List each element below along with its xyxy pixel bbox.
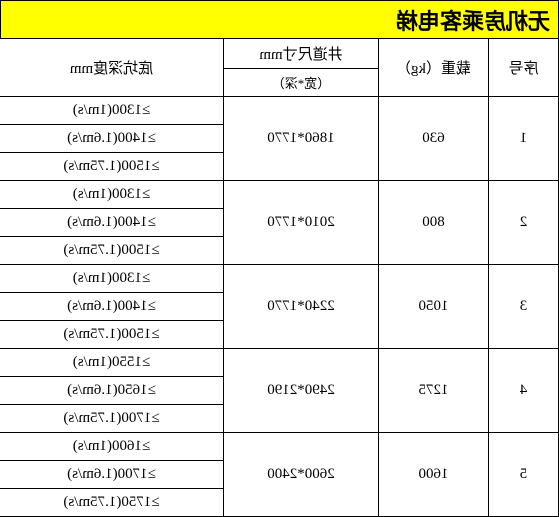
header-seq: 序号 (489, 39, 559, 97)
title-text: 无机房乘客电梯 (396, 4, 550, 36)
cell-dim: 2490*2190 (224, 349, 379, 433)
cell-seq: 4 (489, 349, 559, 433)
table-row: 5 1600 2600*2400 ≥1600(1m/s) (0, 433, 559, 461)
page-title: 无机房乘客电梯 (0, 0, 559, 38)
table-row: 4 1275 2490*2190 ≥1550(1m/s) (0, 349, 559, 377)
cell-pit: ≥1300(1m/s) (0, 97, 224, 125)
cell-seq: 2 (489, 181, 559, 265)
header-dim-sub: （宽*深） (224, 69, 379, 97)
cell-pit: ≥1550(1m/s) (0, 349, 224, 377)
cell-pit: ≥1500(1.75m/s) (0, 321, 224, 349)
cell-pit: ≥1400(1.6m/s) (0, 209, 224, 237)
cell-pit: ≥1600(1m/s) (0, 433, 224, 461)
cell-pit: ≥1750(1.75m/s) (0, 489, 224, 517)
cell-pit: ≥1700(1.6m/s) (0, 461, 224, 489)
cell-pit: ≥1700(1.75m/s) (0, 405, 224, 433)
cell-load: 630 (379, 97, 489, 181)
table-row: 3 1050 2240*1770 ≥1300(1m/s) (0, 265, 559, 293)
cell-dim: 1860*1770 (224, 97, 379, 181)
cell-dim: 2600*2400 (224, 433, 379, 517)
cell-seq: 1 (489, 97, 559, 181)
cell-dim: 2010*1770 (224, 181, 379, 265)
spec-table: 序号 载重（kg） 井道尺寸mm 底坑深度mm （宽*深） 1 630 1860… (0, 38, 559, 517)
cell-load: 1050 (379, 265, 489, 349)
cell-pit: ≥1300(1m/s) (0, 181, 224, 209)
cell-load: 1275 (379, 349, 489, 433)
table-row: 1 630 1860*1770 ≥1300(1m/s) (0, 97, 559, 125)
cell-pit: ≥1650(1.6m/s) (0, 377, 224, 405)
table-row: 2 800 2010*1770 ≥1300(1m/s) (0, 181, 559, 209)
cell-load: 800 (379, 181, 489, 265)
cell-seq: 5 (489, 433, 559, 517)
cell-pit: ≥1400(1.6m/s) (0, 125, 224, 153)
cell-pit: ≥1500(1.75m/s) (0, 153, 224, 181)
header-pit: 底坑深度mm (0, 39, 224, 97)
header-load: 载重（kg） (379, 39, 489, 97)
cell-pit: ≥1500(1.75m/s) (0, 237, 224, 265)
header-row: 序号 载重（kg） 井道尺寸mm 底坑深度mm (0, 39, 559, 69)
cell-dim: 2240*1770 (224, 265, 379, 349)
header-dim-top: 井道尺寸mm (224, 39, 379, 69)
cell-seq: 3 (489, 265, 559, 349)
cell-pit: ≥1300(1m/s) (0, 265, 224, 293)
cell-pit: ≥1400(1.6m/s) (0, 293, 224, 321)
cell-load: 1600 (379, 433, 489, 517)
